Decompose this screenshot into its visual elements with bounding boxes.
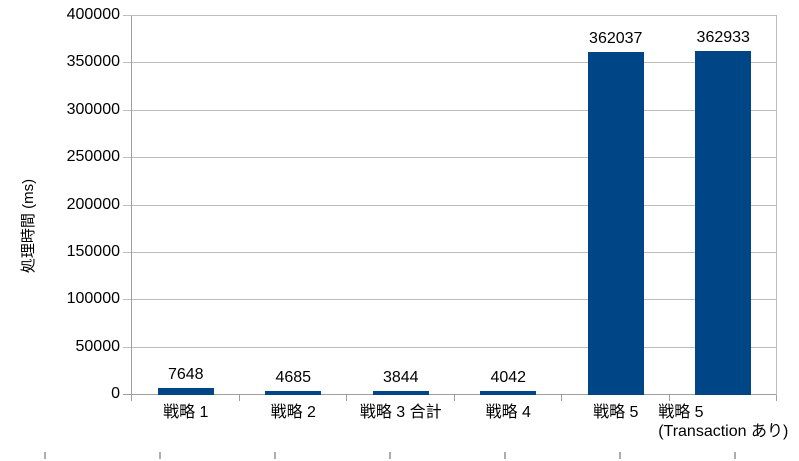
category-tick [669, 395, 670, 401]
category-label: 戦略 3 合計 [359, 404, 442, 421]
category-label: 戦略 5 [593, 404, 639, 421]
bar [265, 391, 321, 395]
category-tick [561, 395, 562, 401]
gridline [123, 299, 777, 300]
y-tick-label: 400000 [66, 6, 120, 23]
plot-right-border [776, 16, 777, 401]
y-tick-label: 150000 [66, 243, 120, 260]
x-axis-line [123, 394, 777, 395]
category-tick [454, 395, 455, 401]
bottom-ruler-tick [619, 452, 621, 459]
y-tick-label: 100000 [66, 290, 120, 307]
bottom-ruler-tick [504, 452, 506, 459]
gridline [123, 157, 777, 158]
gridline [123, 62, 777, 63]
bar [695, 51, 751, 395]
bottom-ruler-tick [44, 452, 46, 459]
category-label: 戦略 1 [163, 404, 209, 421]
category-label: 戦略 2 [270, 404, 316, 421]
y-tick-label: 350000 [66, 53, 120, 70]
y-tick-label: 300000 [66, 101, 120, 118]
bar [480, 391, 536, 395]
y-tick-label: 0 [111, 385, 120, 402]
gridline [123, 15, 777, 16]
category-tick [776, 395, 777, 401]
bar [158, 388, 214, 395]
bottom-ruler-tick [159, 452, 161, 459]
bar-value-label: 7648 [167, 366, 204, 383]
category-label: 戦略 5 (Transaction あり) [658, 404, 789, 440]
bottom-ruler-tick [734, 452, 736, 459]
bar-value-label: 4042 [490, 369, 527, 386]
bottom-ruler-tick [274, 452, 276, 459]
bar-value-label: 362037 [589, 30, 643, 47]
bar-value-label: 3844 [382, 369, 419, 386]
category-tick [346, 395, 347, 401]
gridline [123, 110, 777, 111]
category-label: 戦略 4 [485, 404, 531, 421]
category-tick [239, 395, 240, 401]
category-tick [131, 395, 132, 401]
bottom-ruler-tick [389, 452, 391, 459]
bar [373, 391, 429, 395]
y-tick-label: 50000 [75, 338, 121, 355]
gridline [123, 252, 777, 253]
gridline [123, 205, 777, 206]
bar-value-label: 4685 [275, 369, 312, 386]
bar [588, 52, 644, 395]
gridline [123, 347, 777, 348]
y-tick-label: 250000 [66, 148, 120, 165]
y-axis-line [131, 16, 132, 401]
y-tick-label: 200000 [66, 196, 120, 213]
bar-value-label: 362933 [696, 29, 750, 46]
